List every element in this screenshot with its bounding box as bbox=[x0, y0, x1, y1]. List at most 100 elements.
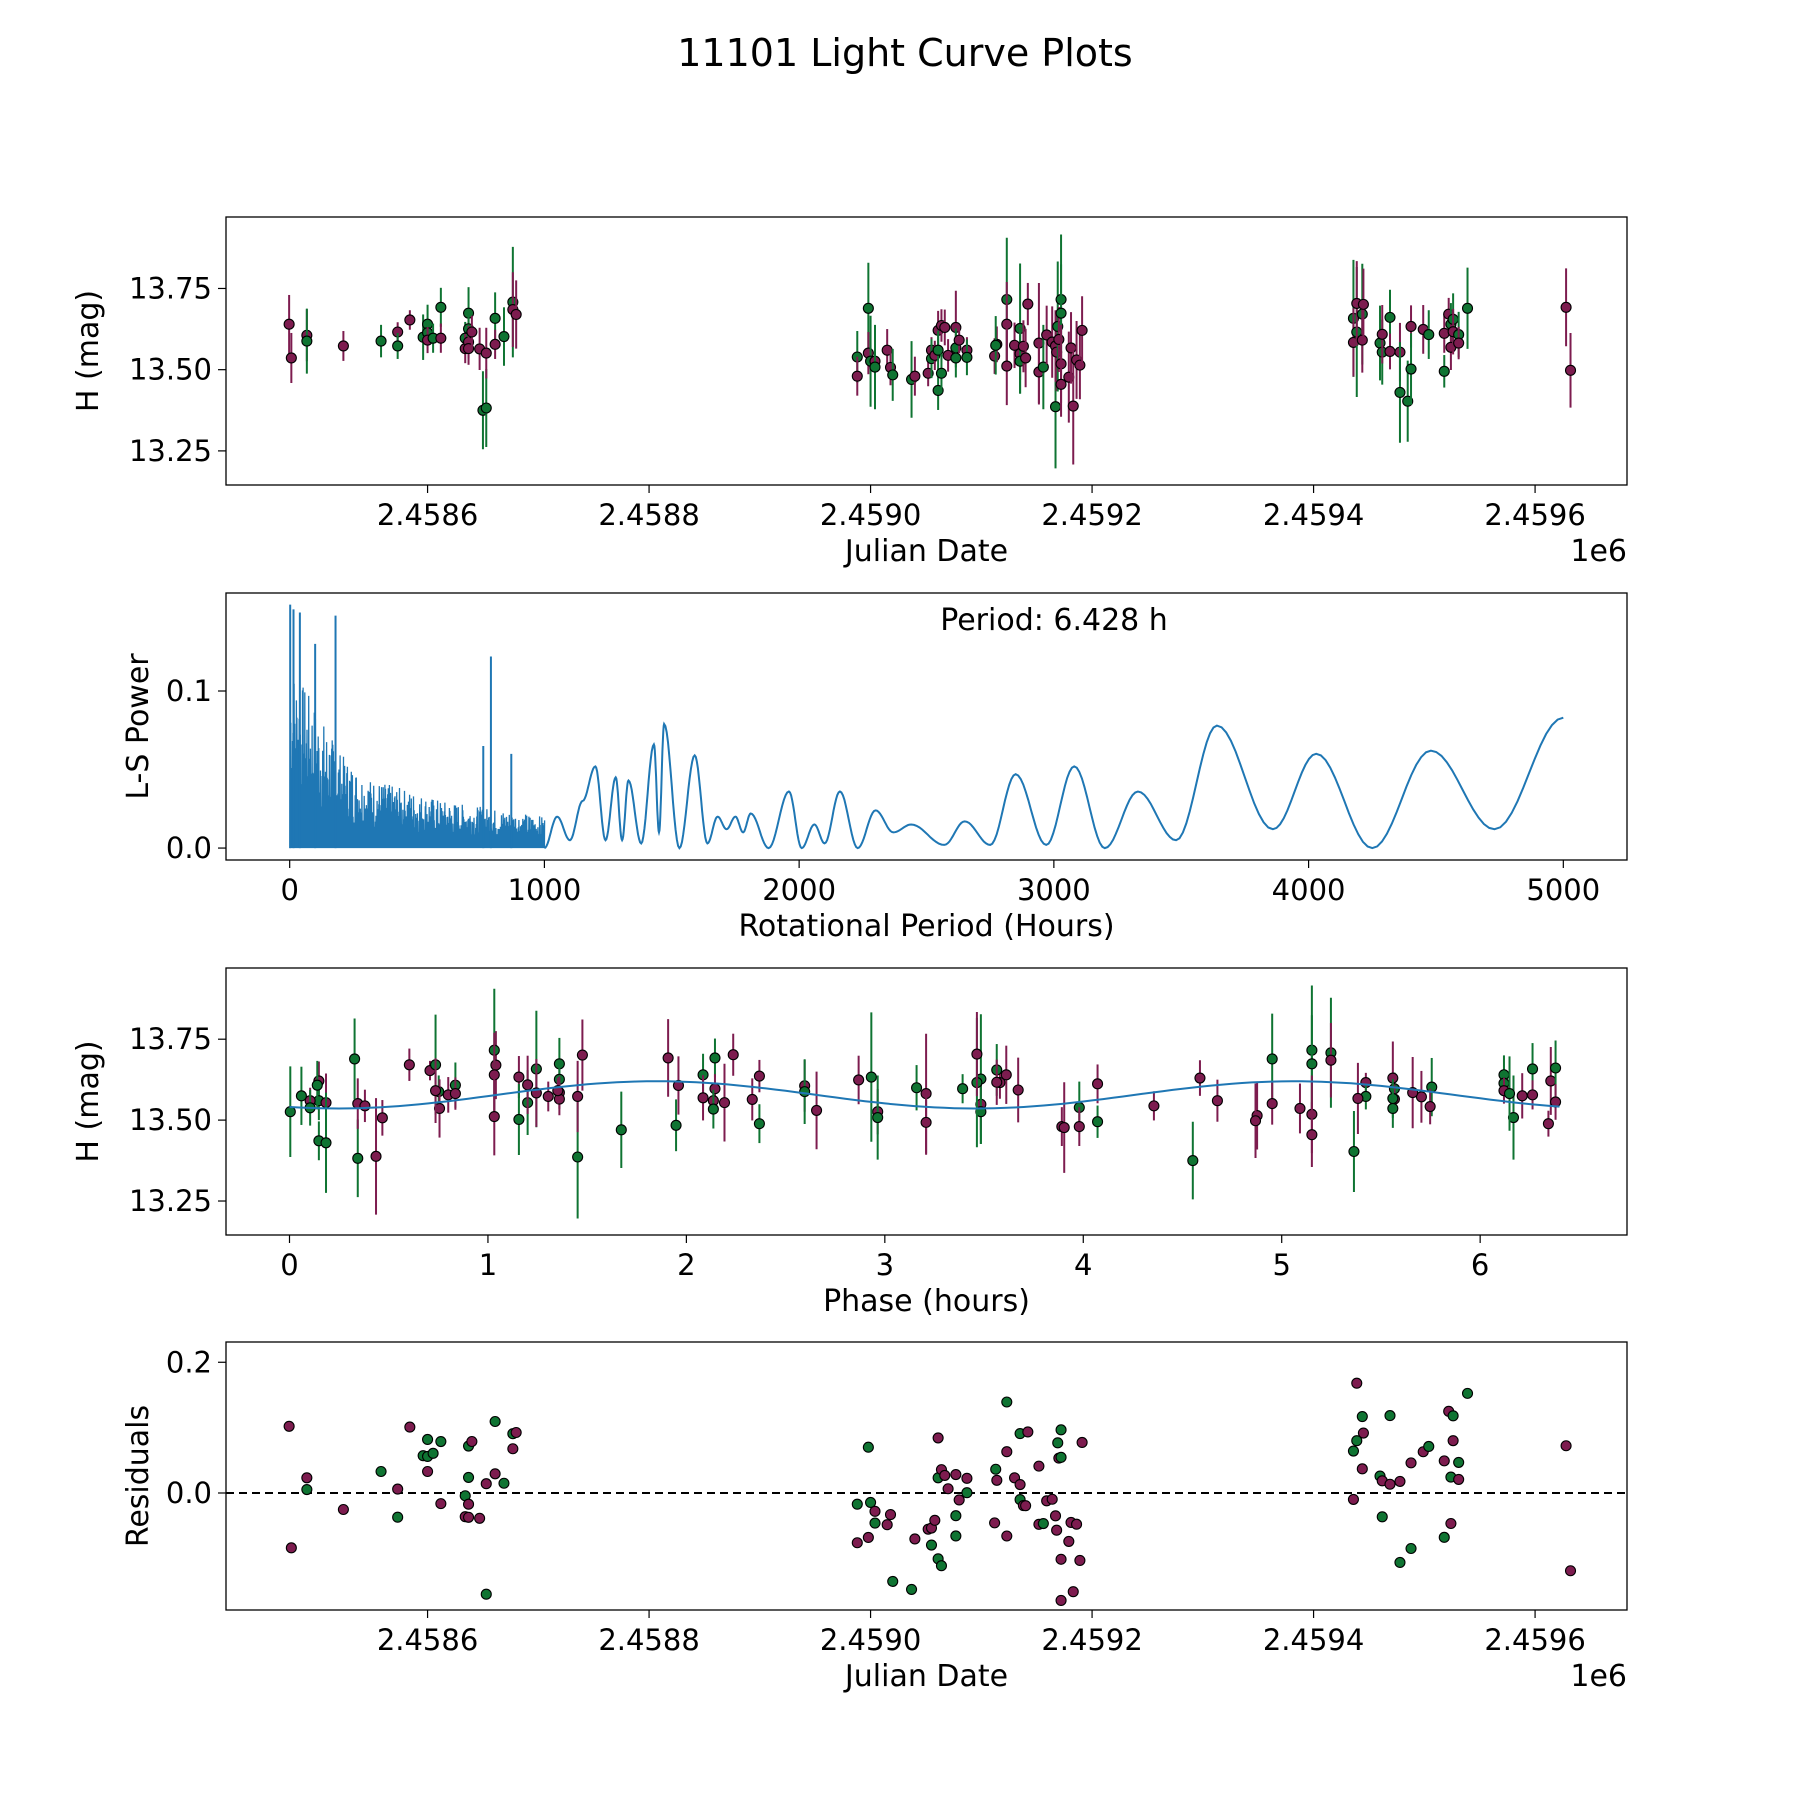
residuals-ytick-label: 0.2 bbox=[166, 1345, 212, 1379]
periodogram-noise-line bbox=[289, 683, 546, 849]
phased-point bbox=[490, 1059, 502, 1071]
residual-point bbox=[1046, 1493, 1058, 1505]
phased-point bbox=[430, 1085, 442, 1097]
periodogram-plot bbox=[289, 604, 1564, 850]
phased-point bbox=[1542, 1118, 1554, 1130]
residual-point bbox=[480, 1478, 492, 1490]
lightcurve-point bbox=[1049, 401, 1062, 413]
residual-point bbox=[935, 1560, 948, 1572]
lightcurve-ylabel: H (mag) bbox=[71, 290, 106, 412]
phased-point bbox=[1187, 1155, 1199, 1167]
lightcurve-point bbox=[466, 326, 478, 338]
lightcurve-point bbox=[1405, 320, 1417, 333]
phased-point bbox=[1092, 1078, 1104, 1090]
lightcurve-point bbox=[1076, 324, 1088, 336]
phased-point bbox=[811, 1104, 823, 1116]
residual-point bbox=[474, 1512, 486, 1524]
residual-point bbox=[285, 1542, 297, 1554]
residual-point bbox=[1074, 1554, 1086, 1566]
residual-point bbox=[1356, 1410, 1368, 1423]
phased-ylabel: H (mag) bbox=[71, 1040, 106, 1162]
lightcurve-point bbox=[489, 312, 501, 324]
lightcurve-point bbox=[1022, 298, 1034, 310]
phased-point bbox=[753, 1118, 765, 1130]
residual-point bbox=[881, 1519, 893, 1531]
residual-point bbox=[435, 1498, 447, 1510]
lightcurve-point bbox=[1376, 328, 1388, 340]
phased-point bbox=[672, 1079, 684, 1092]
lightcurve-point bbox=[1356, 334, 1368, 346]
phased-point bbox=[727, 1049, 739, 1061]
lightcurve-point bbox=[480, 347, 492, 359]
periodogram-axes: 0 1000 2000 3000 4000 5000 0.0 0.1 Rotational Pe… bbox=[121, 653, 1600, 944]
lightcurve-point bbox=[1423, 329, 1435, 341]
residual-point bbox=[961, 1472, 973, 1484]
lightcurve-point bbox=[1065, 342, 1077, 354]
residuals-frame bbox=[225, 1341, 1628, 1611]
residual-point bbox=[422, 1433, 434, 1446]
phased-point bbox=[670, 1119, 682, 1131]
residual-point bbox=[1051, 1524, 1063, 1536]
residual-point bbox=[1001, 1446, 1013, 1458]
phased-point bbox=[572, 1090, 584, 1103]
phased-point bbox=[1387, 1102, 1399, 1115]
residuals-xtick-label: 2.4592 bbox=[1041, 1623, 1142, 1657]
phased-point bbox=[865, 1071, 877, 1083]
residual-point bbox=[851, 1498, 863, 1510]
residual-point bbox=[427, 1447, 439, 1459]
residual-point bbox=[1438, 1531, 1450, 1543]
residual-point bbox=[1376, 1511, 1388, 1523]
residual-point bbox=[950, 1510, 962, 1522]
residual-point bbox=[939, 1469, 951, 1481]
residual-point bbox=[462, 1498, 475, 1510]
phased-point bbox=[853, 1074, 865, 1086]
residual-point bbox=[510, 1426, 522, 1439]
residual-point bbox=[1438, 1455, 1450, 1467]
lightcurve-point bbox=[909, 370, 921, 382]
phased-xtick-label: 1 bbox=[479, 1248, 497, 1282]
phased-point bbox=[295, 1090, 307, 1102]
phased-xtick-label: 6 bbox=[1471, 1248, 1489, 1282]
residual-point bbox=[1055, 1424, 1067, 1436]
residual-point bbox=[1453, 1473, 1465, 1485]
residuals-xtick-label: 2.4586 bbox=[377, 1623, 478, 1657]
lightcurve-point bbox=[1394, 386, 1406, 398]
residual-point bbox=[1022, 1426, 1034, 1438]
periodogram-xtick-label: 0 bbox=[280, 873, 298, 907]
residual-point bbox=[466, 1435, 478, 1448]
phased-point bbox=[615, 1124, 627, 1136]
residual-point bbox=[1063, 1535, 1075, 1547]
phased-point bbox=[1526, 1089, 1539, 1101]
residual-point bbox=[1447, 1435, 1459, 1447]
residuals-axes: 2.4586 2.4588 2.4590 2.4592 2.4594 2.4596 0.0 0… bbox=[121, 1345, 1627, 1694]
residual-point bbox=[1076, 1436, 1088, 1449]
phased-point bbox=[1266, 1098, 1278, 1110]
phased-xtick-label: 5 bbox=[1272, 1248, 1290, 1282]
residual-point bbox=[1055, 1451, 1067, 1463]
phased-point bbox=[1211, 1095, 1223, 1107]
phased-ytick-label: 13.25 bbox=[129, 1184, 212, 1218]
residual-point bbox=[1447, 1410, 1459, 1422]
residual-point bbox=[283, 1420, 295, 1432]
lightcurve-point bbox=[1017, 340, 1029, 352]
lightcurve-ytick-label: 13.50 bbox=[129, 353, 212, 387]
residual-point bbox=[1405, 1457, 1417, 1469]
lightcurve-xtick-label: 2.4594 bbox=[1263, 498, 1364, 532]
phased-point bbox=[1148, 1100, 1160, 1112]
phased-point bbox=[709, 1083, 721, 1095]
phased-point bbox=[1073, 1121, 1085, 1133]
phased-point bbox=[359, 1100, 371, 1112]
lightcurve-point bbox=[1560, 301, 1572, 313]
residual-point bbox=[909, 1533, 921, 1545]
lightcurve-point bbox=[489, 338, 501, 350]
periodogram-ylabel: L-S Power bbox=[121, 653, 156, 800]
phased-xtick-label: 3 bbox=[876, 1248, 894, 1282]
phased-point bbox=[376, 1112, 388, 1124]
phased-point bbox=[1092, 1116, 1104, 1128]
residuals-points bbox=[226, 1377, 1627, 1606]
lightcurve-point bbox=[1020, 352, 1032, 364]
phased-point bbox=[1526, 1063, 1539, 1075]
residual-point bbox=[1037, 1517, 1049, 1530]
lightcurve-point bbox=[1384, 345, 1396, 358]
